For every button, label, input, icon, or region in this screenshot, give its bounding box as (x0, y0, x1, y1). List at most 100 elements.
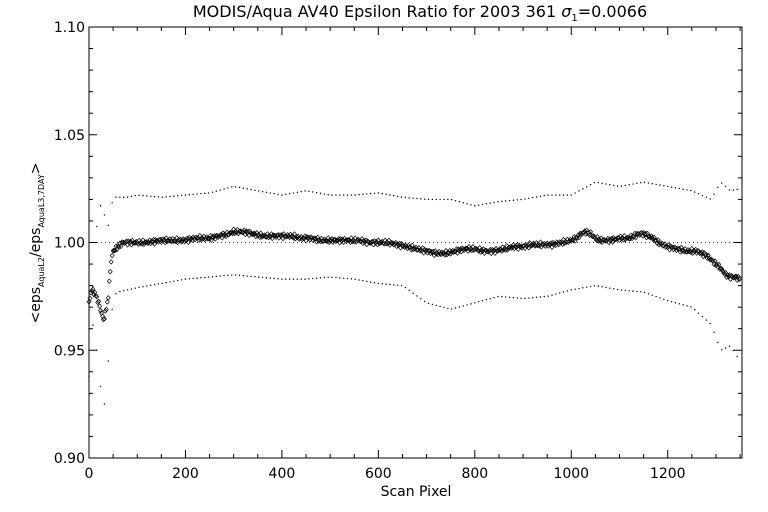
mean-ratio-point (440, 250, 446, 257)
lower-bound-point (366, 280, 368, 283)
lower-bound-point (231, 274, 233, 276)
upper-bound-point (697, 193, 700, 195)
lower-bound-point (423, 300, 426, 303)
mean-ratio-point (714, 261, 720, 268)
lower-bound-point (107, 360, 109, 362)
upper-bound-point (474, 205, 476, 207)
upper-bound-point (246, 188, 248, 190)
y-axis: 0.90 0.95 1.00 1.05 1.10 (54, 20, 742, 467)
upper-bound-point (628, 184, 630, 186)
lower-bound-point (377, 282, 380, 285)
mean-ratio-point (698, 250, 703, 256)
upper-bound-point (99, 205, 102, 207)
upper-bound-point (339, 194, 341, 196)
lower-bound-point (508, 296, 511, 299)
lower-bound-point (288, 278, 291, 280)
upper-bound-point (547, 194, 549, 196)
lower-bound-point (196, 277, 198, 279)
mean-ratio-point (461, 247, 467, 253)
upper-bound-point (520, 198, 522, 201)
upper-bound-point (223, 188, 225, 190)
upper-bound-point (435, 198, 437, 201)
mean-ratio-point (663, 244, 669, 250)
lower-bound-point (632, 290, 634, 292)
lower-bound-point (481, 300, 484, 302)
upper-bound-point (566, 194, 569, 196)
lower-bound-point (312, 277, 314, 280)
lower-bound-point (531, 296, 534, 299)
mean-ratio-point (299, 236, 305, 243)
upper-bound-point (709, 198, 711, 200)
upper-bound-point (373, 192, 376, 194)
lower-bound-point (373, 282, 376, 284)
upper-bound-point (624, 184, 626, 187)
upper-bound-point (659, 184, 661, 186)
mean-ratio-point (725, 272, 731, 278)
lower-bound-point (342, 277, 345, 279)
mean-ratio-point (548, 240, 554, 246)
mean-ratio-point (501, 247, 507, 253)
lower-bound-point (281, 278, 283, 280)
upper-bound-point (423, 198, 426, 200)
lower-bound-point (574, 288, 576, 290)
upper-bound-point (732, 189, 735, 191)
mean-ratio-point (627, 235, 633, 242)
upper-bound-point (616, 185, 619, 187)
mean-ratio-point (227, 230, 233, 236)
lower-bound-point (412, 292, 414, 294)
lower-bound-point (520, 297, 522, 300)
upper-bound-point (667, 185, 669, 188)
upper-bound-point (721, 182, 723, 184)
lower-bound-point (682, 304, 684, 306)
lower-bound-point (223, 274, 225, 277)
x-tick-label: 1200 (650, 466, 686, 482)
upper-bound-point (400, 196, 403, 198)
upper-bound-point (315, 191, 318, 194)
mean-ratio-point (135, 241, 141, 247)
lower-bound-point (296, 278, 299, 280)
lower-bound-point (717, 341, 719, 344)
upper-bound-point (427, 198, 430, 201)
upper-bound-point (651, 183, 653, 185)
mean-ratio-series (86, 226, 743, 323)
mean-ratio-point (595, 238, 601, 244)
lower-bound-point (157, 283, 160, 285)
lower-bound-point (350, 278, 353, 280)
lower-bound-point (400, 284, 403, 287)
upper-bound-point (385, 193, 387, 196)
mean-ratio-point (182, 238, 187, 245)
mean-ratio-point (572, 238, 578, 244)
lower-bound-point (103, 403, 106, 405)
mean-ratio-point (649, 235, 655, 241)
mean-ratio-point (655, 237, 661, 243)
mean-ratio-point (494, 248, 500, 254)
mean-ratio-point (560, 241, 566, 247)
lower-bound-point (643, 291, 646, 294)
lower-bound-point (200, 277, 202, 279)
x-tick-label: 400 (269, 466, 296, 482)
lower-bound-point (335, 276, 337, 279)
lower-bound-point (678, 303, 681, 305)
mean-ratio-point (151, 236, 157, 243)
upper-bound-point (211, 191, 214, 193)
mean-ratio-point (232, 230, 238, 236)
lower-bound-point (99, 385, 102, 388)
mean-ratio-point (95, 299, 101, 306)
upper-bound-point (153, 195, 156, 198)
lower-bound-point (420, 298, 422, 300)
mean-ratio-point (314, 239, 320, 245)
upper-bound-point (458, 201, 461, 203)
mean-ratio-point (108, 259, 114, 265)
upper-bound-point (728, 189, 731, 191)
lower-bound-point (647, 293, 650, 295)
upper-bound-point (285, 193, 287, 196)
mean-ratio-point (623, 235, 629, 242)
mean-ratio-point (259, 234, 265, 240)
mean-ratio-point (119, 239, 125, 246)
mean-ratio-point (427, 250, 433, 257)
lower-bound-point (732, 349, 735, 352)
upper-bound-point (369, 192, 372, 195)
lower-bound-point (323, 276, 326, 279)
mean-ratio-point (347, 239, 353, 245)
mean-ratio-point (245, 228, 251, 235)
